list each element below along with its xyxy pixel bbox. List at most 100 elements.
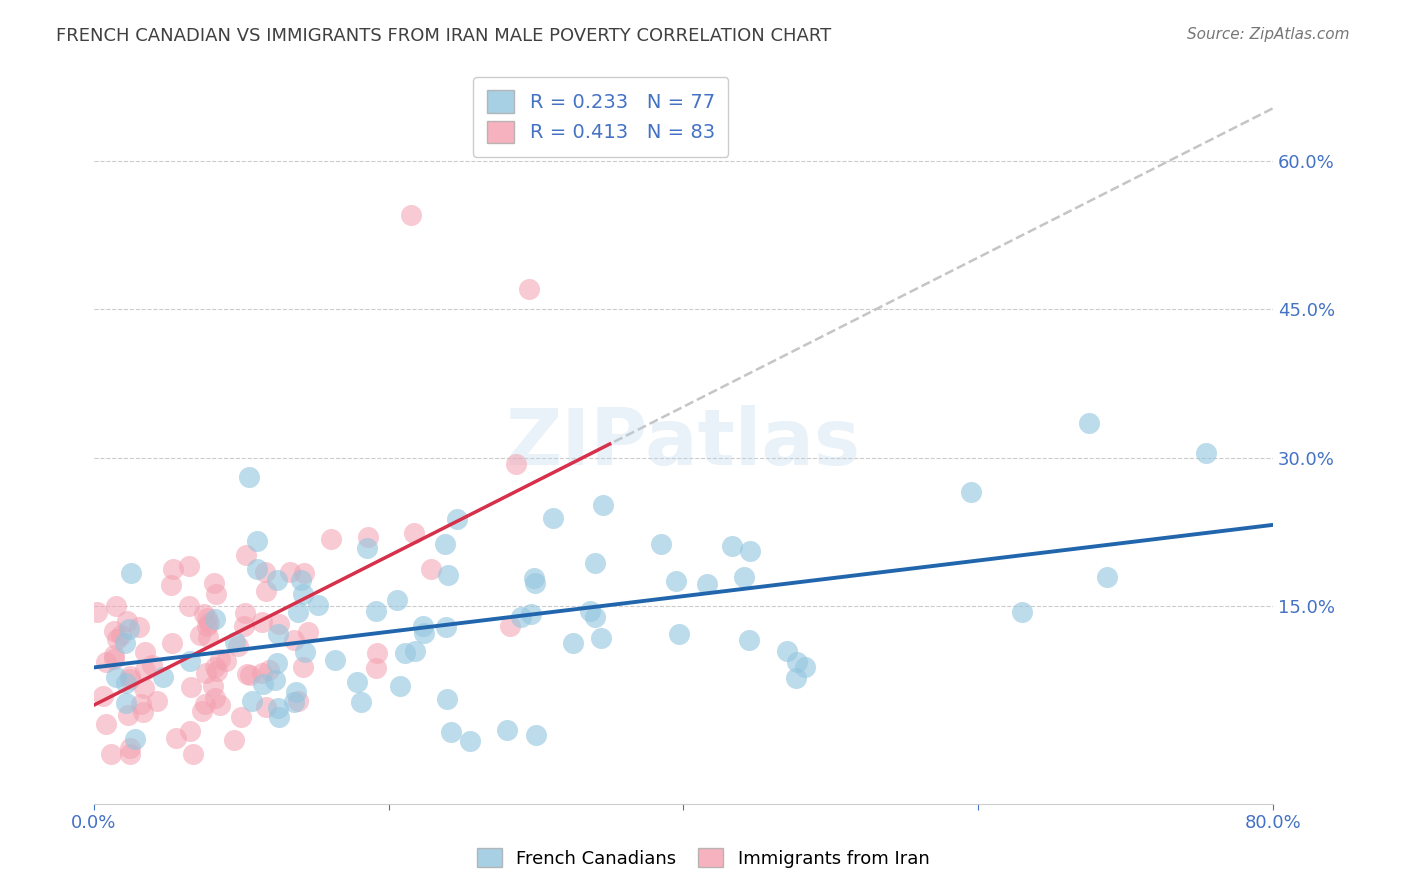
Point xyxy=(776,644,799,658)
Point xyxy=(267,617,290,632)
Point xyxy=(346,675,368,690)
Point xyxy=(235,548,257,562)
Point xyxy=(115,615,138,629)
Point xyxy=(495,723,517,737)
Point xyxy=(665,574,688,588)
Point xyxy=(505,457,527,471)
Point xyxy=(191,704,214,718)
Point xyxy=(578,603,600,617)
Point xyxy=(254,700,277,714)
Point xyxy=(222,732,245,747)
Point xyxy=(385,593,408,607)
Point xyxy=(446,512,468,526)
Point xyxy=(181,747,204,762)
Point xyxy=(356,541,378,555)
Legend: French Canadians, Immigrants from Iran: French Canadians, Immigrants from Iran xyxy=(465,838,941,879)
Point xyxy=(120,672,142,686)
Point xyxy=(209,698,232,712)
Point xyxy=(290,573,312,587)
Point xyxy=(162,562,184,576)
Point xyxy=(668,626,690,640)
Point xyxy=(93,690,115,704)
Point xyxy=(132,705,155,719)
Point xyxy=(278,566,301,580)
Point xyxy=(104,599,127,613)
Point xyxy=(204,690,226,705)
Point xyxy=(517,282,540,296)
Point xyxy=(264,673,287,688)
Point xyxy=(179,654,201,668)
Point xyxy=(738,632,761,647)
Point xyxy=(436,691,458,706)
Point xyxy=(238,470,260,484)
Point xyxy=(793,660,815,674)
Point xyxy=(195,619,218,633)
Point xyxy=(436,568,458,582)
Point xyxy=(205,665,228,679)
Point xyxy=(267,700,290,714)
Point xyxy=(129,697,152,711)
Point xyxy=(118,741,141,756)
Point xyxy=(366,604,388,618)
Point xyxy=(195,611,218,625)
Point xyxy=(233,606,256,620)
Point xyxy=(254,584,277,599)
Point xyxy=(283,633,305,648)
Point xyxy=(520,607,543,622)
Point xyxy=(232,619,254,633)
Point xyxy=(160,577,183,591)
Point xyxy=(118,669,141,683)
Point xyxy=(250,615,273,629)
Point xyxy=(194,698,217,712)
Point xyxy=(197,630,219,644)
Point xyxy=(246,562,269,576)
Point xyxy=(253,566,276,580)
Point xyxy=(259,663,281,677)
Point xyxy=(134,645,156,659)
Point xyxy=(128,620,150,634)
Point xyxy=(117,708,139,723)
Point xyxy=(204,660,226,674)
Point xyxy=(738,544,761,558)
Point xyxy=(541,511,564,525)
Point xyxy=(114,696,136,710)
Point xyxy=(194,665,217,680)
Point xyxy=(94,655,117,669)
Point xyxy=(201,679,224,693)
Point xyxy=(103,624,125,638)
Point xyxy=(364,661,387,675)
Point xyxy=(224,635,246,649)
Point xyxy=(294,645,316,659)
Point xyxy=(152,670,174,684)
Point xyxy=(284,685,307,699)
Point xyxy=(208,651,231,665)
Point xyxy=(436,620,458,634)
Point xyxy=(177,599,200,613)
Point xyxy=(240,694,263,708)
Point xyxy=(114,635,136,649)
Point xyxy=(650,537,672,551)
Point xyxy=(292,660,315,674)
Point xyxy=(349,696,371,710)
Point xyxy=(132,681,155,695)
Point xyxy=(433,537,456,551)
Point xyxy=(294,566,316,580)
Point xyxy=(252,665,274,680)
Legend: R = 0.233   N = 77, R = 0.413   N = 83: R = 0.233 N = 77, R = 0.413 N = 83 xyxy=(474,77,728,157)
Point xyxy=(524,728,547,742)
Text: ZIPatlas: ZIPatlas xyxy=(506,405,860,481)
Point xyxy=(1095,570,1118,584)
Point xyxy=(366,646,388,660)
Point xyxy=(1011,605,1033,619)
Point xyxy=(786,656,808,670)
Point xyxy=(215,655,238,669)
Point xyxy=(589,631,612,645)
Point xyxy=(146,694,169,708)
Point xyxy=(319,533,342,547)
Point xyxy=(124,731,146,746)
Point xyxy=(959,485,981,500)
Point xyxy=(592,498,614,512)
Point xyxy=(165,731,187,745)
Point xyxy=(1077,416,1099,430)
Point xyxy=(785,672,807,686)
